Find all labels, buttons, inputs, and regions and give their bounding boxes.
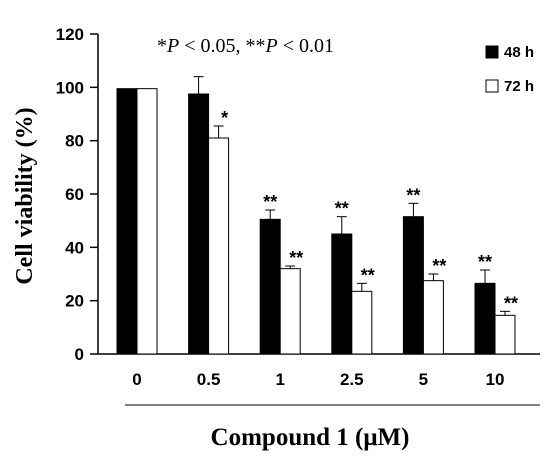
- x-tick-label-0: 0: [132, 370, 141, 389]
- y-tick-label-40: 40: [65, 238, 84, 257]
- bar-72h-0.5: [208, 137, 230, 355]
- y-ticks: 0 20 40 60 80 100 120: [56, 25, 98, 364]
- y-tick-label-100: 100: [56, 78, 84, 97]
- bars: ************* ****: [116, 76, 518, 355]
- legend-swatch-48h: [485, 45, 499, 59]
- significance-note-text-1: < 0.05,: [179, 35, 245, 57]
- x-axis-title-prefix: Compound 1 (: [211, 424, 364, 451]
- significance-note: *P < 0.05, **P < 0.01: [157, 35, 334, 57]
- bar-48h-0.5: [188, 93, 210, 355]
- significance-note-star-2: **: [246, 35, 266, 57]
- y-axis-title: Cell viability (%): [12, 107, 38, 284]
- legend-label-72h: 72 h: [504, 78, 534, 95]
- significance-note-text-2: < 0.01: [278, 35, 334, 57]
- significance-72h-5: **: [432, 256, 446, 276]
- y-tick-label-120: 120: [56, 25, 84, 44]
- significance-note-p-1: P: [166, 35, 179, 57]
- bar-72h-10: [494, 314, 516, 355]
- legend: 48 h 72 h: [485, 44, 534, 95]
- significance-48h-5: **: [406, 185, 420, 205]
- x-tick-label-0.5: 0.5: [197, 370, 221, 389]
- significance-48h-10: **: [478, 252, 492, 272]
- legend-label-48h: 48 h: [504, 44, 534, 61]
- bar-48h-1: [259, 218, 281, 355]
- bar-48h-5: [402, 216, 424, 355]
- significance-72h-10: **: [504, 293, 518, 313]
- y-tick-label-80: 80: [65, 132, 84, 151]
- bar-72h-1: [279, 268, 301, 355]
- significance-48h-1: **: [263, 192, 277, 212]
- bar-72h-2.5: [351, 290, 373, 355]
- x-tick-label-2.5: 2.5: [340, 370, 364, 389]
- bar-72h-5: [422, 280, 444, 355]
- x-tick-label-10: 10: [486, 370, 505, 389]
- significance-72h-2.5: **: [361, 265, 375, 285]
- x-tick-label-1: 1: [275, 370, 284, 389]
- y-tick-label-20: 20: [65, 292, 84, 311]
- x-axis-title-suffix: ): [401, 424, 409, 451]
- y-tick-label-60: 60: [65, 185, 84, 204]
- significance-note-star-1: *: [157, 35, 167, 57]
- bar-48h-2.5: [331, 233, 353, 355]
- significance-note-p-2: P: [265, 35, 278, 57]
- bar-48h-0: [116, 88, 138, 355]
- significance-72h-1: **: [289, 248, 303, 268]
- significance-72h-0.5: *: [221, 108, 228, 128]
- x-tick-labels: 0 0.5 1 2.5 5 10: [132, 370, 504, 389]
- significance-48h-2.5: **: [335, 199, 349, 219]
- x-tick-label-5: 5: [419, 370, 428, 389]
- bar-48h-10: [474, 282, 496, 355]
- x-axis-title: Compound 1 (μM): [211, 424, 410, 451]
- bar-72h-0: [136, 88, 158, 355]
- y-tick-label-0: 0: [75, 345, 84, 364]
- x-axis-title-unit: μM: [363, 424, 401, 451]
- legend-swatch-72h: [485, 79, 499, 93]
